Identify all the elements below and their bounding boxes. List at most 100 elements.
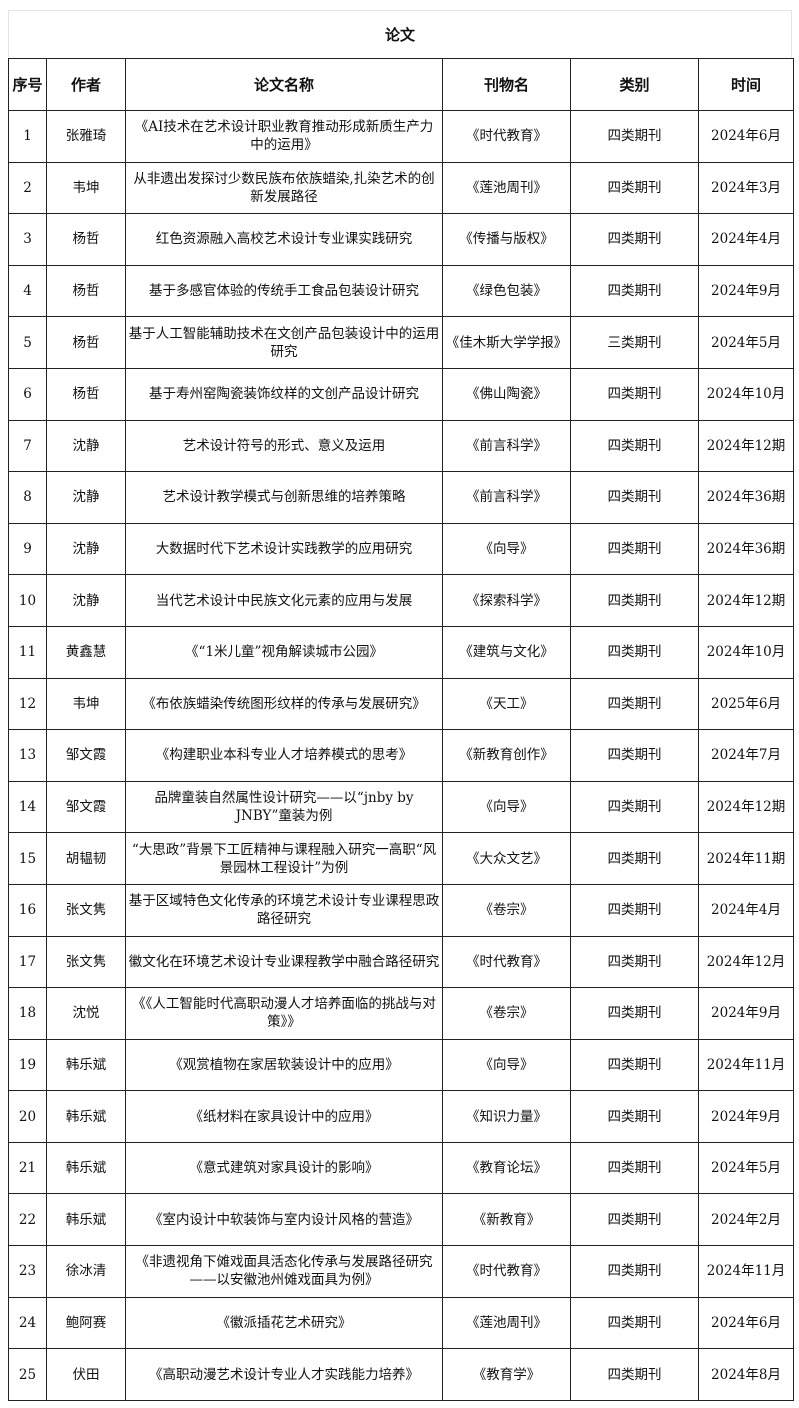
cell-author: 黄鑫慧 — [46, 625, 126, 679]
cell-index: 25 — [8, 1348, 47, 1401]
cell-category: 四类期刊 — [570, 1245, 699, 1298]
cell-date: 2024年6月 — [698, 110, 794, 163]
cell-category: 三类期刊 — [570, 316, 699, 369]
cell-category: 四类期刊 — [570, 1296, 699, 1350]
cell-date: 2024年8月 — [698, 1348, 794, 1401]
table-row: 19 韩乐斌 《观赏植物在家居软装设计中的应用》 《向导》 四类期刊 2024年11月 — [8, 1038, 794, 1092]
papers-table: 序号 作者 论文名称 刊物名 类别 时间 1 张雅琦 《AI技术在艺术设计职业教育推动形成新质… — [8, 58, 794, 1401]
cell-author: 沈悦 — [46, 987, 126, 1040]
cell-paper-title: 《《人工智能时代高职动漫人才培养面临的挑战与对策》》 — [125, 987, 443, 1040]
cell-category: 四类期刊 — [570, 935, 699, 989]
cell-author: 张文隽 — [46, 883, 126, 937]
cell-category: 四类期刊 — [570, 1348, 699, 1401]
cell-category: 四类期刊 — [570, 367, 699, 421]
table-row: 24 鲍阿赛 《徽派插花艺术研究》 《莲池周刊》 四类期刊 2024年6月 — [8, 1296, 794, 1350]
cell-date: 2024年10月 — [698, 625, 794, 679]
cell-date: 2024年11月 — [698, 1245, 794, 1298]
cell-paper-title: 《意式建筑对家具设计的影响》 — [125, 1141, 443, 1195]
cell-paper-title: 《观赏植物在家居软装设计中的应用》 — [125, 1038, 443, 1092]
cell-category: 四类期刊 — [570, 1038, 699, 1092]
cell-index: 20 — [8, 1090, 47, 1143]
cell-journal: 《教育论坛》 — [442, 1141, 571, 1195]
cell-index: 2 — [8, 161, 47, 215]
cell-paper-title: 徽文化在环境艺术设计专业课程教学中融合路径研究 — [125, 935, 443, 989]
cell-category: 四类期刊 — [570, 1193, 699, 1247]
cell-date: 2024年6月 — [698, 1296, 794, 1350]
cell-journal: 《绿色包装》 — [442, 264, 571, 318]
cell-paper-title: 品牌童装自然属性设计研究——以“jnby by JNBY”童装为例 — [125, 780, 443, 834]
cell-category: 四类期刊 — [570, 987, 699, 1040]
cell-index: 7 — [8, 419, 47, 473]
cell-author: 伏田 — [46, 1348, 126, 1401]
cell-journal: 《知识力量》 — [442, 1090, 571, 1143]
cell-category: 四类期刊 — [570, 471, 699, 524]
cell-date: 2024年12期 — [698, 780, 794, 834]
cell-author: 韦坤 — [46, 161, 126, 215]
table-row: 4 杨哲 基于多感官体验的传统手工食品包装设计研究 《绿色包装》 四类期刊 2024年9月 — [8, 264, 794, 318]
cell-date: 2024年2月 — [698, 1193, 794, 1247]
cell-category: 四类期刊 — [570, 419, 699, 473]
cell-journal: 《新教育创作》 — [442, 729, 571, 782]
cell-author: 杨哲 — [46, 264, 126, 318]
cell-category: 四类期刊 — [570, 780, 699, 834]
cell-paper-title: 基于多感官体验的传统手工食品包装设计研究 — [125, 264, 443, 318]
table-row: 6 杨哲 基于寿州窑陶瓷装饰纹样的文创产品设计研究 《佛山陶瓷》 四类期刊 2024年10… — [8, 367, 794, 421]
cell-index: 15 — [8, 832, 47, 885]
cell-journal: 《时代教育》 — [442, 935, 571, 989]
table-row: 5 杨哲 基于人工智能辅助技术在文创产品包装设计中的运用研究 《佳木斯大学学报》 三类期… — [8, 316, 794, 369]
cell-paper-title: 大数据时代下艺术设计实践教学的应用研究 — [125, 522, 443, 576]
cell-journal: 《向导》 — [442, 522, 571, 576]
cell-author: 沈静 — [46, 522, 126, 576]
header-index: 序号 — [8, 58, 47, 111]
cell-author: 胡韫韧 — [46, 832, 126, 885]
cell-index: 23 — [8, 1245, 47, 1298]
cell-date: 2024年9月 — [698, 264, 794, 318]
table-row: 16 张文隽 基于区域特色文化传承的环境艺术设计专业课程思政路径研究 《卷宗》 四类期刊… — [8, 883, 794, 937]
cell-index: 10 — [8, 574, 47, 627]
cell-author: 沈静 — [46, 471, 126, 524]
cell-paper-title: “大思政”背景下工匠精神与课程融入研究一高职“风景园林工程设计”为例 — [125, 832, 443, 885]
cell-index: 8 — [8, 471, 47, 524]
table-row: 14 邹文霞 品牌童装自然属性设计研究——以“jnby by JNBY”童装为例 《向… — [8, 780, 794, 834]
cell-index: 3 — [8, 213, 47, 266]
cell-date: 2024年12期 — [698, 574, 794, 627]
cell-author: 韩乐斌 — [46, 1090, 126, 1143]
cell-index: 13 — [8, 729, 47, 782]
header-journal: 刊物名 — [442, 58, 571, 111]
cell-journal: 《大众文艺》 — [442, 832, 571, 885]
cell-paper-title: 《AI技术在艺术设计职业教育推动形成新质生产力中的运用》 — [125, 110, 443, 163]
cell-index: 24 — [8, 1296, 47, 1350]
cell-index: 18 — [8, 987, 47, 1040]
cell-paper-title: 艺术设计符号的形式、意义及运用 — [125, 419, 443, 473]
header-row: 序号 作者 论文名称 刊物名 类别 时间 — [8, 58, 794, 111]
table-row: 10 沈静 当代艺术设计中民族文化元素的应用与发展 《探索科学》 四类期刊 2024年12… — [8, 574, 794, 627]
cell-journal: 《新教育》 — [442, 1193, 571, 1247]
cell-author: 杨哲 — [46, 316, 126, 369]
cell-index: 6 — [8, 367, 47, 421]
table-row: 7 沈静 艺术设计符号的形式、意义及运用 《前言科学》 四类期刊 2024年12期 — [8, 419, 794, 473]
cell-index: 16 — [8, 883, 47, 937]
cell-paper-title: 基于区域特色文化传承的环境艺术设计专业课程思政路径研究 — [125, 883, 443, 937]
cell-journal: 《前言科学》 — [442, 419, 571, 473]
header-paper-title: 论文名称 — [125, 58, 443, 111]
cell-author: 韩乐斌 — [46, 1141, 126, 1195]
cell-paper-title: 《徽派插花艺术研究》 — [125, 1296, 443, 1350]
cell-date: 2024年12月 — [698, 935, 794, 989]
cell-date: 2024年11月 — [698, 1038, 794, 1092]
cell-paper-title: 《室内设计中软装饰与室内设计风格的营造》 — [125, 1193, 443, 1247]
cell-date: 2024年9月 — [698, 1090, 794, 1143]
cell-author: 杨哲 — [46, 213, 126, 266]
cell-index: 9 — [8, 522, 47, 576]
cell-category: 四类期刊 — [570, 677, 699, 731]
cell-date: 2024年9月 — [698, 987, 794, 1040]
cell-index: 19 — [8, 1038, 47, 1092]
cell-date: 2024年36期 — [698, 522, 794, 576]
cell-paper-title: 《构建职业本科专业人才培养模式的思考》 — [125, 729, 443, 782]
cell-index: 1 — [8, 110, 47, 163]
table-row: 17 张文隽 徽文化在环境艺术设计专业课程教学中融合路径研究 《时代教育》 四类期刊 20… — [8, 935, 794, 989]
cell-index: 14 — [8, 780, 47, 834]
cell-paper-title: 艺术设计教学模式与创新思维的培养策略 — [125, 471, 443, 524]
cell-category: 四类期刊 — [570, 161, 699, 215]
header-author: 作者 — [46, 58, 126, 111]
cell-journal: 《佛山陶瓷》 — [442, 367, 571, 421]
